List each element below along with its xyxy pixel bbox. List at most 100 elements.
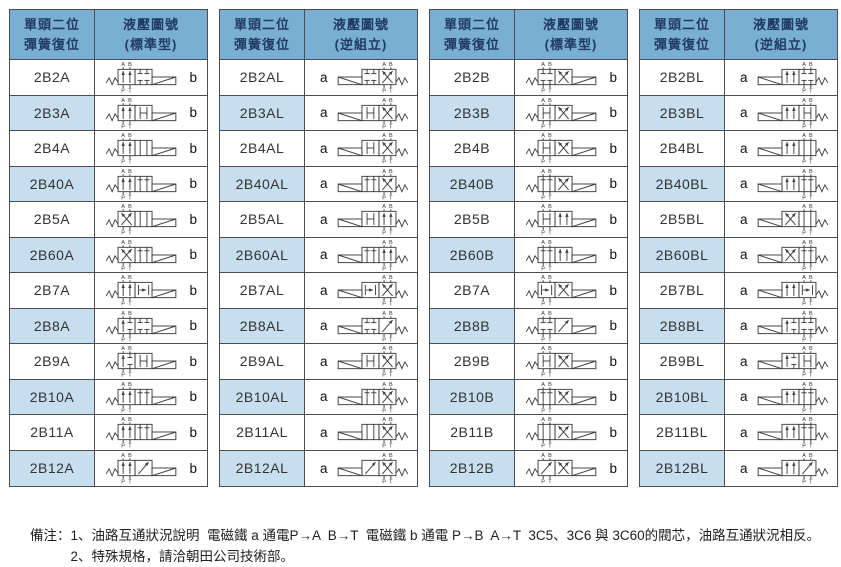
svg-text:P: P: [382, 195, 386, 200]
svg-text:B: B: [128, 417, 132, 423]
svg-text:T: T: [389, 160, 393, 165]
svg-text:A: A: [541, 240, 545, 246]
table-row: 2B40AL a A B P T: [220, 166, 417, 202]
svg-text:B: B: [389, 169, 393, 175]
svg-text:A: A: [802, 98, 806, 104]
svg-text:T: T: [548, 480, 552, 485]
svg-text:T: T: [389, 480, 393, 485]
svg-text:A: A: [382, 417, 386, 423]
model-code: 2B60B: [430, 237, 515, 272]
table-row: 2B10AL a A B P T: [220, 379, 417, 415]
valve-symbol-icon: A B P T: [525, 382, 597, 414]
svg-text:T: T: [548, 444, 552, 449]
valve-symbol-icon: A B P T: [105, 453, 177, 485]
svg-text:T: T: [128, 231, 132, 236]
table-row: 2B10BL a A B P T: [640, 379, 837, 415]
svg-text:P: P: [382, 160, 386, 165]
valve-symbol-icon: A B P T: [525, 204, 597, 236]
svg-text:T: T: [548, 160, 552, 165]
svg-text:P: P: [121, 337, 125, 342]
solenoid-letter: a: [740, 353, 748, 369]
svg-text:A: A: [121, 382, 125, 388]
solenoid-letter: b: [189, 460, 197, 476]
valve-symbol-icon: A B P T: [757, 204, 829, 236]
valve-symbol-icon: A B P T: [525, 453, 597, 485]
solenoid-letter: a: [320, 424, 328, 440]
svg-text:B: B: [809, 453, 813, 459]
svg-text:P: P: [121, 302, 125, 307]
svg-text:B: B: [128, 382, 132, 388]
model-code: 2B4A: [10, 131, 95, 166]
svg-text:A: A: [802, 453, 806, 459]
svg-text:A: A: [802, 417, 806, 423]
solenoid-letter: b: [609, 69, 617, 85]
model-code: 2B5B: [430, 202, 515, 237]
table-row: 2B8BL a A B P T: [640, 308, 837, 344]
svg-text:A: A: [382, 346, 386, 352]
valve-symbol-icon: A B P T: [105, 204, 177, 236]
svg-text:A: A: [121, 346, 125, 352]
svg-text:P: P: [382, 231, 386, 236]
svg-text:P: P: [541, 444, 545, 449]
valve-symbol-icon: A B P T: [105, 311, 177, 343]
valve-symbol-icon: A B P T: [105, 62, 177, 94]
svg-text:A: A: [802, 311, 806, 317]
svg-text:T: T: [809, 480, 813, 485]
valve-symbol-icon: A B P T: [337, 133, 409, 165]
solenoid-letter: b: [609, 318, 617, 333]
valve-symbol-icon: A B P T: [337, 240, 409, 272]
valve-symbol-icon: A B P T: [337, 62, 409, 94]
svg-text:A: A: [382, 204, 386, 210]
svg-text:A: A: [382, 62, 386, 68]
model-code: 2B12A: [10, 450, 95, 486]
svg-text:T: T: [389, 408, 393, 413]
valve-symbol-icon: A B P T: [757, 382, 829, 414]
svg-text:T: T: [809, 231, 813, 236]
valve-symbol-icon: A B P T: [757, 346, 829, 378]
svg-text:B: B: [809, 346, 813, 352]
model-code: 2B5BL: [640, 202, 725, 237]
svg-text:T: T: [128, 480, 132, 485]
svg-text:P: P: [802, 231, 806, 236]
model-code: 2B8A: [10, 308, 95, 343]
svg-text:B: B: [389, 346, 393, 352]
svg-text:B: B: [548, 240, 552, 246]
model-code: 2B7BL: [640, 273, 725, 308]
header-line: 單頭二位: [23, 17, 80, 32]
table-row: 2B8A A B P T b: [10, 308, 207, 344]
model-code: 2B40A: [10, 166, 95, 201]
solenoid-letter: a: [740, 282, 748, 298]
svg-text:P: P: [802, 195, 806, 200]
table-row: 2B60B A B P T b: [430, 237, 627, 273]
solenoid-letter: b: [189, 318, 197, 333]
solenoid-letter: b: [189, 353, 197, 369]
table-row: 2B8AL a A B P T: [220, 308, 417, 344]
model-code: 2B2B: [430, 60, 515, 95]
svg-text:A: A: [541, 311, 545, 317]
svg-text:B: B: [389, 417, 393, 423]
svg-text:T: T: [809, 373, 813, 378]
valve-symbol-icon: A B P T: [525, 240, 597, 272]
svg-text:T: T: [809, 89, 813, 94]
svg-text:P: P: [541, 408, 545, 413]
svg-text:T: T: [128, 195, 132, 200]
solenoid-letter: b: [609, 176, 617, 191]
solenoid-letter: b: [609, 247, 617, 262]
solenoid-letter: b: [609, 353, 617, 369]
svg-text:A: A: [121, 240, 125, 246]
